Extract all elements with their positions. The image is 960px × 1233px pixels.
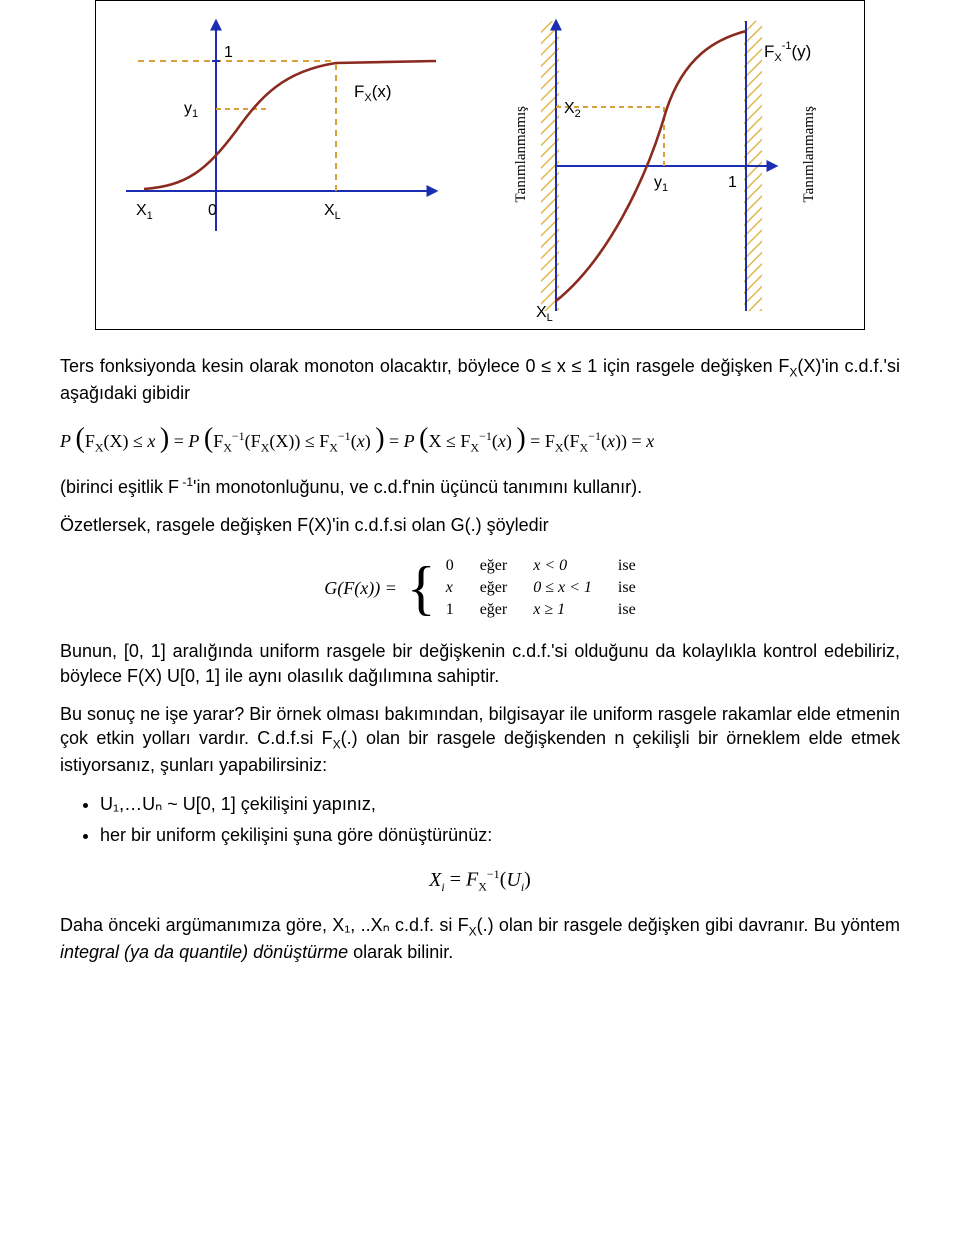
paragraph-1: Ters fonksiyonda kesin olarak monoton ol… [60, 354, 900, 405]
undefined-label-left: Tanımlanmamış [513, 106, 530, 202]
list-item: U₁,…Uₙ ~ U[0, 1] çekilişini yapınız, [100, 791, 900, 818]
left-plot: 1 y1 X1 0 XL FX(x) [126, 21, 436, 231]
undefined-label-right: Tanımlanmamış [801, 106, 818, 202]
piecewise-cases: 0eğerx < 0ise xeğer0 ≤ x < 1ise 1eğerx ≥… [446, 557, 636, 619]
svg-text:FX-1(y): FX-1(y) [764, 40, 811, 64]
svg-text:XL: XL [324, 202, 341, 222]
paragraph-2: (birinci eşitlik F -1'in monotonluğunu, … [60, 474, 900, 499]
paragraph-6: Daha önceki argümanımıza göre, X₁, ..Xₙ … [60, 913, 900, 964]
procedure-list: U₁,…Uₙ ~ U[0, 1] çekilişini yapınız, her… [100, 791, 900, 849]
equation-prob-identity: P (FX(X) ≤ x ) = P (FX−1(FX(X)) ≤ FX−1(x… [60, 423, 900, 456]
paragraph-3: Özetlersek, rasgele değişken F(X)'in c.d… [60, 513, 900, 537]
cdf-and-inverse-figure: 1 y1 X1 0 XL FX(x) y1 1 [95, 0, 865, 330]
paragraph-5: Bu sonuç ne işe yarar? Bir örnek olması … [60, 702, 900, 777]
svg-text:0: 0 [208, 202, 217, 219]
figure-svg: 1 y1 X1 0 XL FX(x) y1 1 [96, 1, 866, 331]
paragraph-4: Bunun, [0, 1] aralığında uniform rasgele… [60, 639, 900, 688]
svg-text:FX(x): FX(x) [354, 82, 392, 104]
svg-text:1: 1 [224, 44, 233, 61]
svg-text:y1: y1 [654, 174, 668, 194]
svg-text:1: 1 [728, 174, 737, 191]
equation-g-piecewise: G(F(x)) = { 0eğerx < 0ise xeğer0 ≤ x < 1… [60, 557, 900, 619]
equation-xi: Xi = FX−1(Ui) [60, 867, 900, 895]
list-item: her bir uniform çekilişini şuna göre dön… [100, 822, 900, 849]
svg-text:X2: X2 [564, 100, 581, 120]
svg-text:y1: y1 [184, 100, 198, 120]
svg-text:X1: X1 [136, 202, 153, 222]
right-plot: y1 1 X2 XL FX-1(y) [536, 21, 811, 324]
